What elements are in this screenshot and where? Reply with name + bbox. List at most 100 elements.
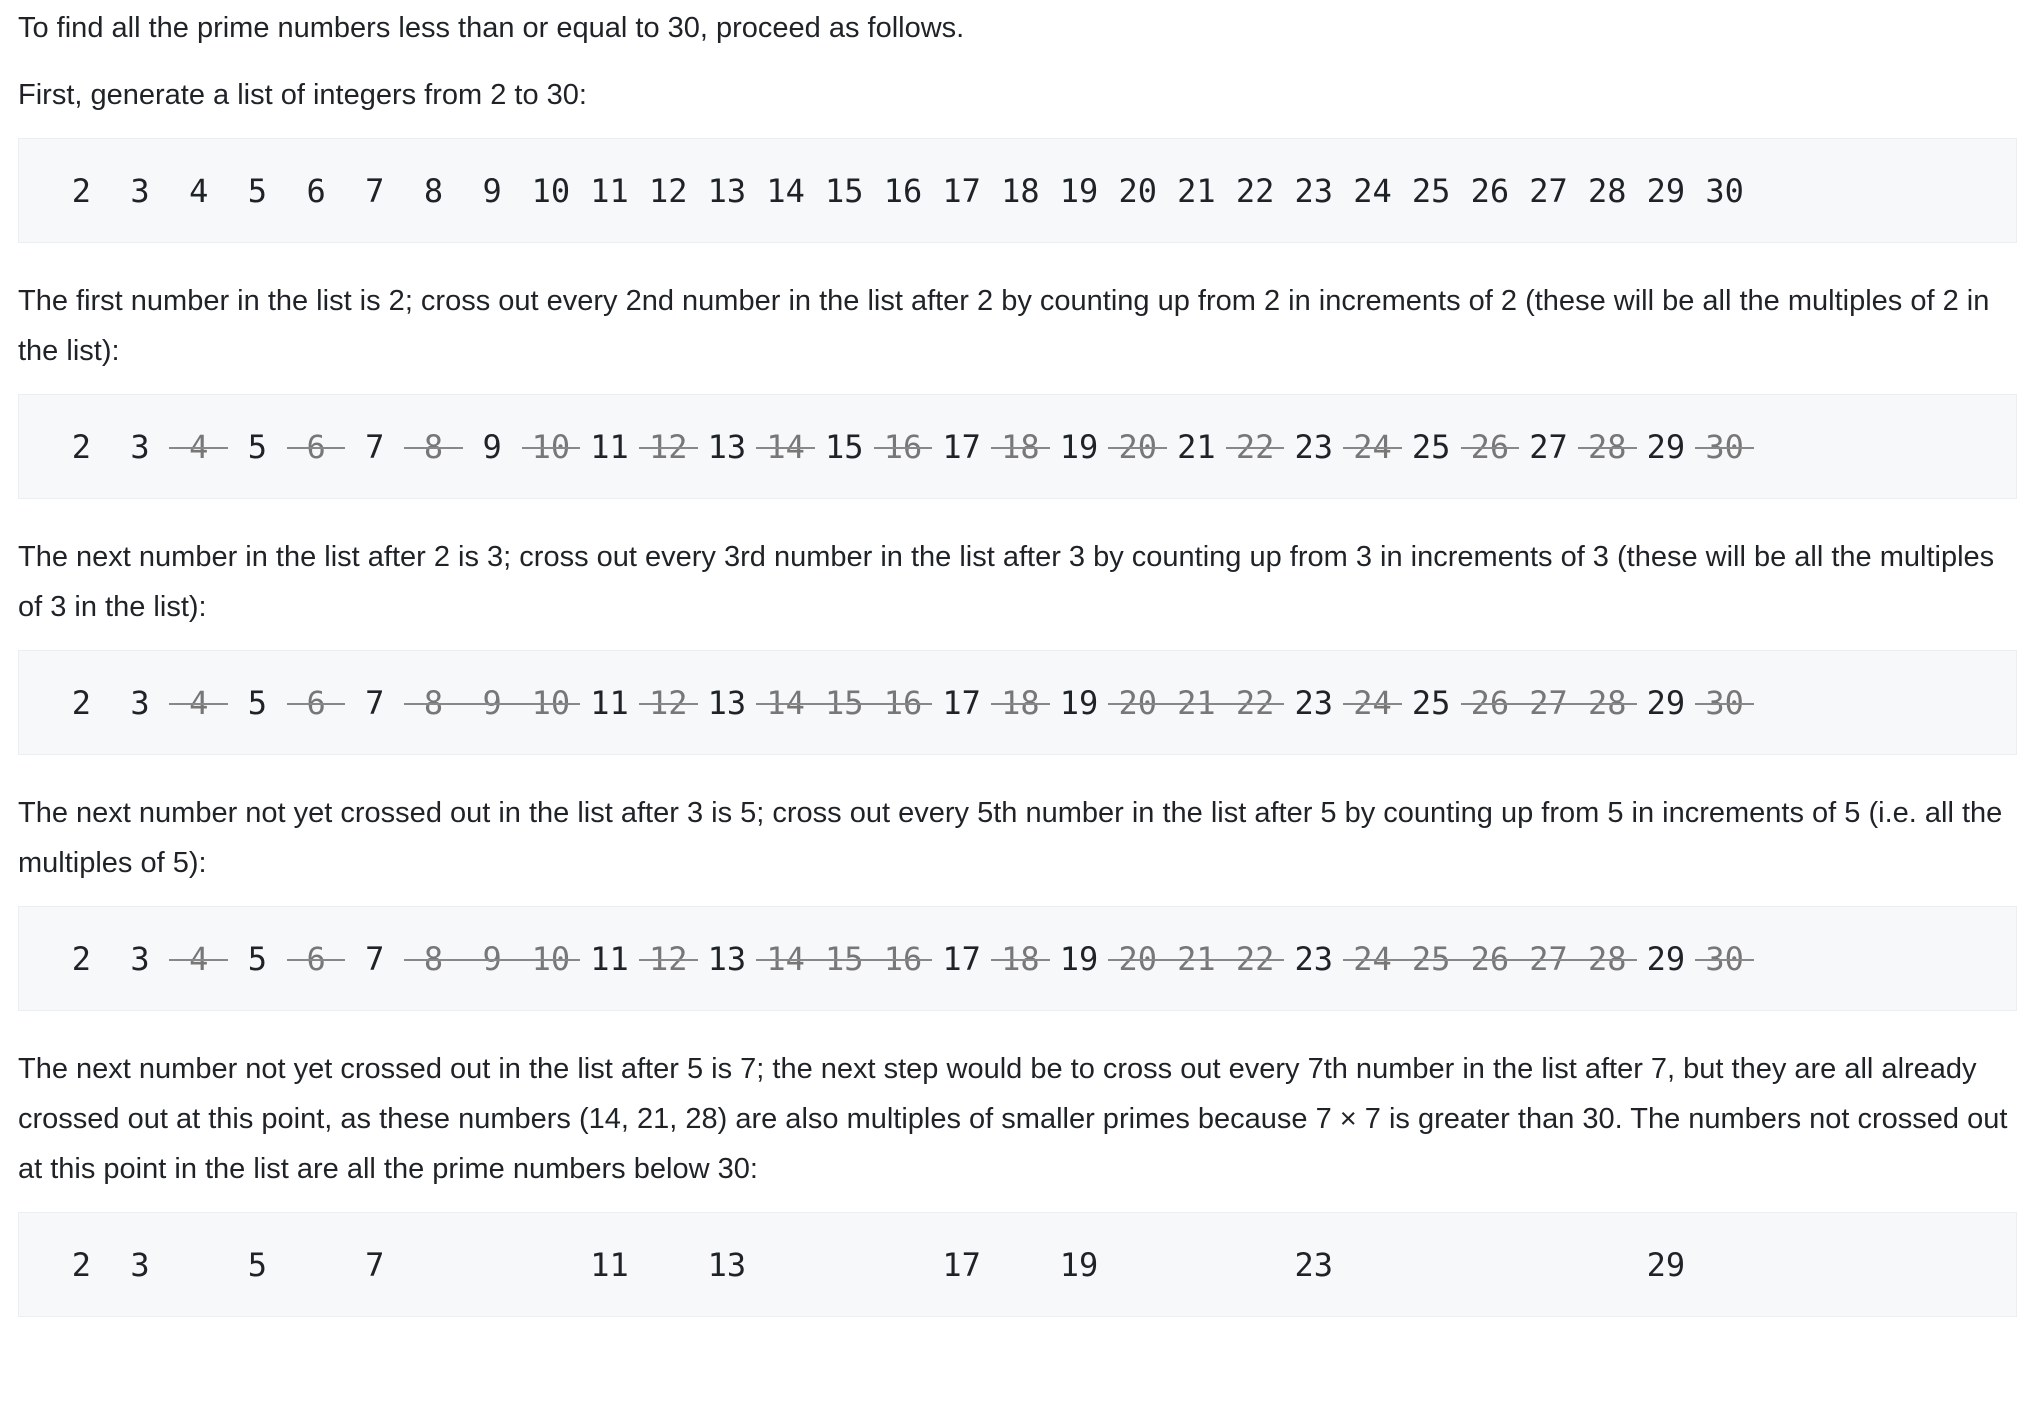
crossed-number: 6 [286,683,346,723]
crossed-number: 8 [404,427,463,467]
number: 13 [707,171,747,210]
empty-cell [639,1245,698,1285]
number: 13 [707,1245,747,1284]
number: 7 [365,171,385,210]
number: 19 [1059,171,1099,210]
number: 27 [1529,427,1568,466]
empty-cell [756,1245,815,1285]
number: 26 [1470,171,1510,210]
empty-cell [874,1245,933,1285]
number: 11 [590,683,629,722]
crossed-number: 8 [404,683,463,723]
crossed-number: 9 [462,939,522,979]
empty-cell [1578,1245,1637,1285]
empty-cell [815,1245,874,1285]
crossed-number: 22 [1225,939,1285,979]
paragraph: First, generate a list of integers from … [18,79,587,111]
number: 17 [942,171,981,210]
paragraph: The first number in the list is 2; cross… [18,285,1990,367]
number: 21 [1177,427,1216,466]
crossed-number: 24 [1343,683,1402,723]
crossed-number: 24 [1343,427,1402,467]
paragraph: The next number not yet crossed out in t… [18,1053,2008,1185]
number: 22 [1235,171,1275,210]
number: 28 [1587,171,1627,210]
number-list: 2 3 5 7 11 13 17 19 23 29 [18,1212,2017,1317]
number: 17 [942,683,981,722]
number: 15 [825,171,864,210]
number: 23 [1294,171,1334,210]
number: 3 [130,1245,150,1284]
crossed-number: 10 [521,683,581,723]
paragraph: The next number in the list after 2 is 3… [18,541,1995,623]
number: 29 [1646,683,1686,722]
number: 10 [531,171,571,210]
crossed-number: 18 [991,427,1050,467]
empty-cell [1108,1245,1167,1285]
crossed-number: 16 [873,939,933,979]
crossed-number: 30 [1695,939,1754,979]
number: 11 [590,1245,629,1284]
empty-cell [991,1245,1050,1285]
crossed-number: 4 [169,939,228,979]
empty-cell [287,1245,346,1285]
empty-cell [404,1245,463,1285]
number: 19 [1059,1245,1099,1284]
number: 17 [942,1245,981,1284]
empty-cell [1402,1245,1461,1285]
number: 5 [247,171,268,210]
crossed-number: 22 [1225,683,1285,723]
crossed-number: 10 [521,427,581,467]
crossed-number: 14 [756,939,815,979]
number: 29 [1646,427,1686,466]
number: 24 [1353,171,1392,210]
crossed-number: 25 [1401,939,1461,979]
number: 19 [1059,683,1099,722]
number: 20 [1118,171,1157,210]
crossed-number: 27 [1519,939,1578,979]
number: 3 [130,939,150,978]
number-list: 2 3 4 5 6 7 8 9 10 11 12 13 14 15 16 17 18 19 20 21 22 23 24 25… [18,906,2017,1011]
crossed-number: 18 [991,683,1050,723]
number: 4 [189,171,209,210]
crossed-number: 30 [1695,427,1754,467]
number: 29 [1646,1245,1686,1284]
empty-cell [463,1245,522,1285]
crossed-number: 28 [1577,427,1637,467]
number: 8 [423,171,444,210]
number: 2 [71,683,91,722]
crossed-number: 21 [1167,683,1226,723]
number: 27 [1529,171,1568,210]
number: 29 [1646,171,1686,210]
crossed-number: 16 [873,427,933,467]
crossed-number: 18 [991,939,1050,979]
empty-cell [1519,1245,1578,1285]
crossed-number: 8 [404,939,463,979]
empty-cell [1226,1245,1285,1285]
empty-cell [522,1245,581,1285]
crossed-number: 20 [1108,427,1167,467]
number: 23 [1294,939,1334,978]
number: 5 [247,683,268,722]
crossed-number: 14 [756,427,815,467]
crossed-number: 22 [1225,427,1285,467]
number: 3 [130,683,150,722]
number: 9 [482,171,502,210]
number-list: 2 3 4 5 6 7 8 9 10 11 12 13 14 15 16 17 18 19 20 21 22 23 24 25… [18,650,2017,755]
crossed-number: 10 [521,939,581,979]
crossed-number: 28 [1577,683,1637,723]
crossed-number: 4 [169,427,228,467]
number: 23 [1294,427,1334,466]
empty-cell [1343,1245,1402,1285]
number: 25 [1411,171,1451,210]
crossed-number: 26 [1460,939,1520,979]
crossed-number: 15 [814,683,874,723]
number: 25 [1411,683,1451,722]
empty-cell [169,1245,228,1285]
number-list: 2 3 4 5 6 7 8 9 10 11 12 13 14 15 16 17 18 19 20 21 22 23 24 25… [18,394,2017,499]
number: 11 [590,171,629,210]
number: 18 [1001,171,1040,210]
number: 9 [482,427,502,466]
number: 13 [707,427,747,466]
